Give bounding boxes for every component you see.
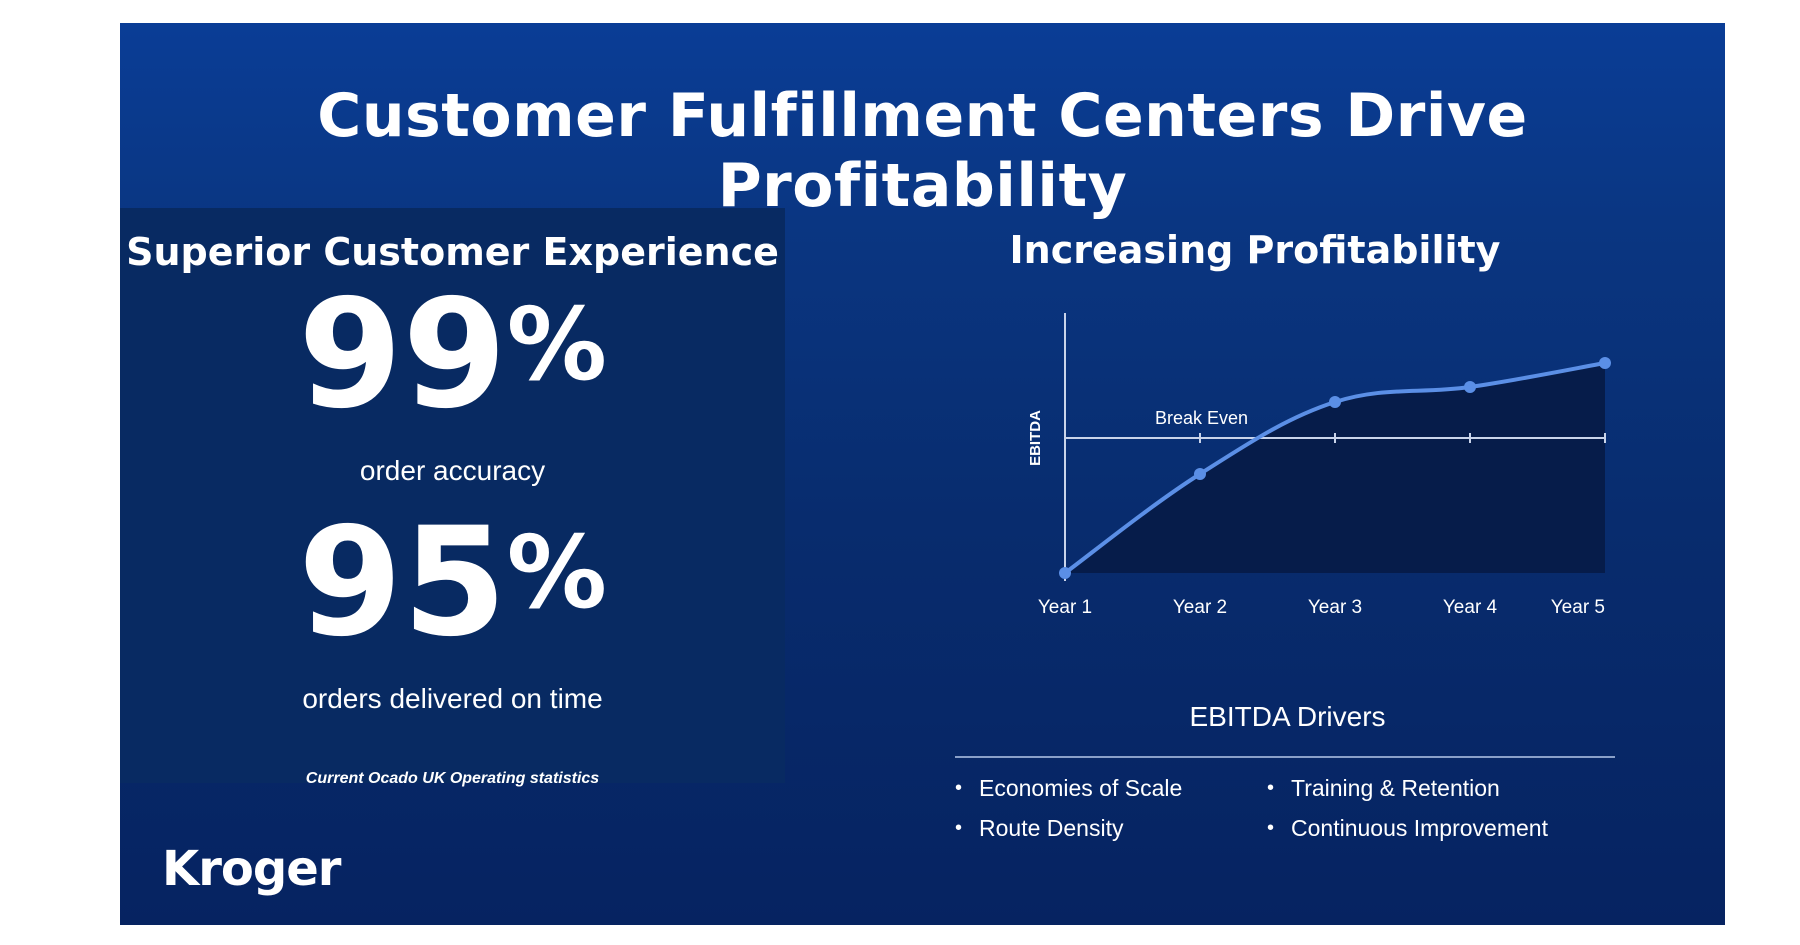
data-point bbox=[1194, 468, 1206, 480]
drivers-list-left: Economies of Scale Route Density bbox=[955, 773, 1182, 853]
data-point bbox=[1059, 567, 1071, 579]
x-tick-label: Year 3 bbox=[1308, 597, 1362, 618]
on-time-delivery-label: orders delivered on time bbox=[302, 683, 603, 714]
data-point bbox=[1464, 381, 1476, 393]
stat-unit: % bbox=[506, 514, 607, 631]
kroger-logo: Kroger bbox=[162, 841, 341, 897]
list-item: Route Density bbox=[955, 813, 1182, 853]
chart-title: Increasing Profitability bbox=[1009, 228, 1501, 272]
drivers-title: EBITDA Drivers bbox=[1189, 701, 1386, 732]
x-tick-label: Year 1 bbox=[1038, 597, 1092, 618]
drivers-divider bbox=[955, 756, 1615, 758]
x-tick-label: Year 2 bbox=[1173, 597, 1227, 618]
x-tick-label: Year 4 bbox=[1443, 597, 1498, 618]
y-axis-label: EBITDA bbox=[1027, 410, 1044, 466]
customer-experience-panel: Superior Customer Experience 99% order a… bbox=[120, 208, 785, 787]
slide: Customer Fulfillment Centers Drive Profi… bbox=[120, 23, 1725, 925]
stat-value: 95 bbox=[298, 496, 507, 670]
list-item: Continuous Improvement bbox=[1267, 813, 1548, 853]
data-points bbox=[1059, 357, 1611, 579]
list-item: Economies of Scale bbox=[955, 773, 1182, 813]
profitability-chart: Year 1 Year 2 Year 3 Year 4 Year 5 Break Eve… bbox=[1027, 313, 1611, 618]
x-tick-labels: Year 1 Year 2 Year 3 Year 4 Year 5 bbox=[1038, 597, 1605, 618]
stat-value: 99 bbox=[298, 268, 507, 442]
panel-heading: Superior Customer Experience bbox=[126, 230, 779, 274]
slide-title: Customer Fulfillment Centers Drive Profi… bbox=[317, 81, 1528, 221]
drivers-list-right: Training & Retention Continuous Improvem… bbox=[1267, 773, 1548, 853]
break-even-label: Break Even bbox=[1155, 408, 1248, 428]
stat-unit: % bbox=[506, 286, 607, 403]
data-point bbox=[1599, 357, 1611, 369]
list-item: Training & Retention bbox=[1267, 773, 1548, 813]
on-time-delivery-stat: 95% bbox=[120, 508, 785, 658]
order-accuracy-stat: 99% bbox=[120, 280, 785, 430]
statistics-footnote: Current Ocado UK Operating statistics bbox=[305, 770, 600, 787]
x-tick-label: Year 5 bbox=[1551, 597, 1605, 618]
order-accuracy-label: order accuracy bbox=[359, 455, 546, 486]
data-point bbox=[1329, 396, 1341, 408]
ebitda-area bbox=[1065, 363, 1605, 573]
x-ticks bbox=[1199, 433, 1606, 443]
